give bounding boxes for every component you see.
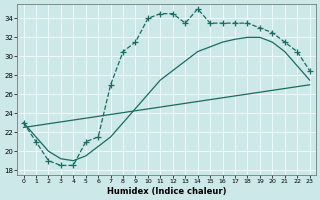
X-axis label: Humidex (Indice chaleur): Humidex (Indice chaleur) [107,187,226,196]
